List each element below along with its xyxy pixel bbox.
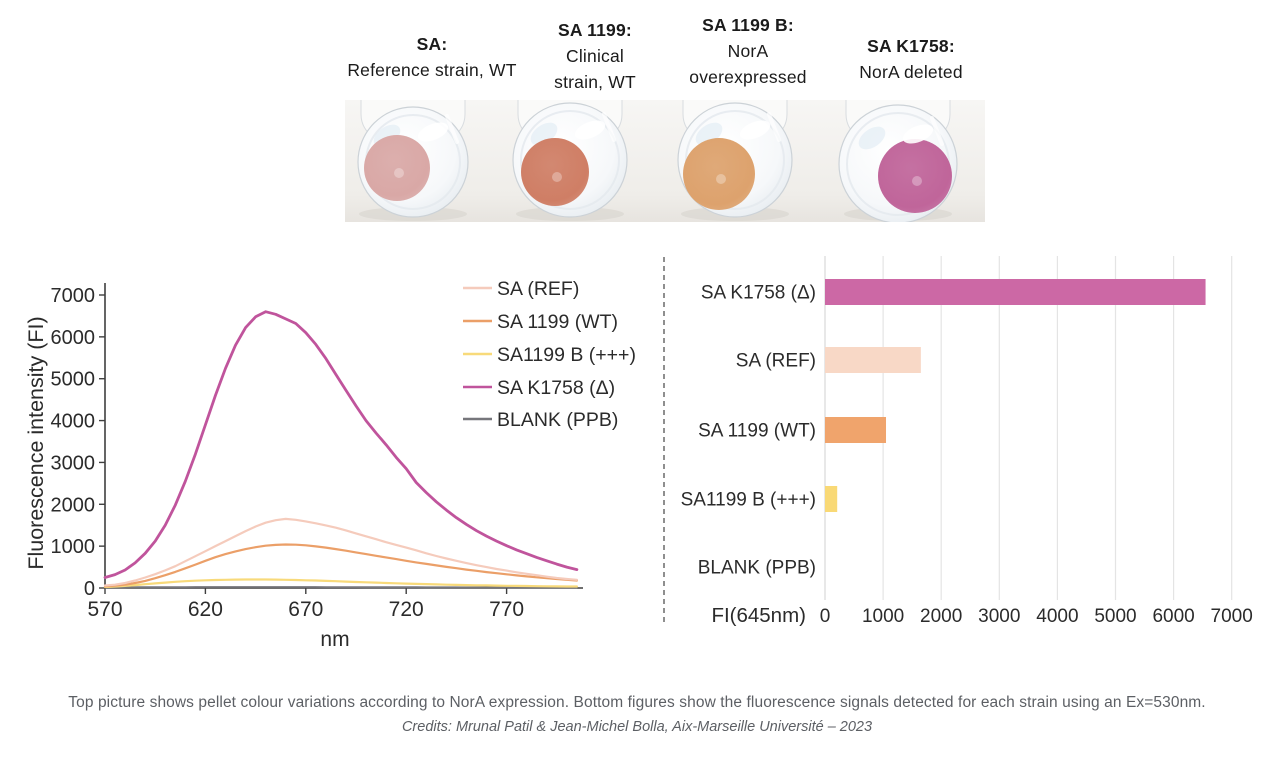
- strain-description: strain, WT: [554, 72, 636, 92]
- x-tick-label: 570: [87, 598, 122, 621]
- glass-highlight: [574, 120, 606, 140]
- x-tick-label: 0: [820, 606, 831, 627]
- x-tick-label: 670: [288, 598, 323, 621]
- bar-category-label: SA K1758 (Δ): [701, 283, 816, 304]
- caption-text: Top picture shows pellet colour variatio…: [68, 694, 1206, 711]
- glass-streak: [602, 112, 616, 142]
- tube-photo: [345, 100, 985, 222]
- glass-streak: [445, 114, 459, 144]
- x-tick-label: 620: [188, 598, 223, 621]
- glass-streak: [930, 116, 944, 146]
- legend-item: SA K1758 (Δ): [463, 377, 615, 399]
- bar: [825, 417, 887, 443]
- pellet: [364, 135, 430, 201]
- x-tick-label: 7000: [1211, 606, 1253, 627]
- x-tick-label: 4000: [1036, 606, 1078, 627]
- legend-label: SA1199 B (+++): [497, 344, 636, 366]
- series-line: [103, 517, 579, 587]
- y-tick-label: 2000: [51, 494, 96, 516]
- legend-item: BLANK (PPB): [463, 409, 618, 431]
- strain-description: NorA: [727, 41, 769, 61]
- pellet: [878, 139, 952, 213]
- bar-category-label: SA1199 B (+++): [681, 490, 816, 511]
- legend-item: SA (REF): [463, 278, 579, 300]
- x-tick-label: 5000: [1094, 606, 1136, 627]
- legend-label: SA 1199 (WT): [497, 311, 618, 333]
- strain-name: SA 1199:: [558, 20, 632, 40]
- section-divider: [663, 257, 665, 625]
- strain-label: SA 1199 B: NorA overexpressed: [689, 12, 806, 90]
- legend-label: BLANK (PPB): [497, 409, 618, 431]
- caption-credits: Credits: Mrunal Patil & Jean-Michel Boll…: [401, 719, 873, 735]
- y-tick-label: 4000: [51, 411, 96, 433]
- pellet-bubble: [552, 172, 562, 182]
- legend-item: SA1199 B (+++): [463, 344, 636, 366]
- legend-label: SA (REF): [497, 278, 579, 300]
- strain-description: NorA deleted: [859, 62, 963, 82]
- bar-chart: SA K1758 (Δ) SA (REF) SA 1199 (WT) SA1199 B…: [681, 256, 1253, 627]
- series-line: [104, 586, 578, 589]
- tube: [677, 100, 793, 221]
- series-line: [103, 310, 579, 579]
- y-tick-label: 7000: [51, 285, 96, 307]
- legend-item: SA 1199 (WT): [463, 311, 618, 333]
- strain-label: SA K1758: NorA deleted: [859, 33, 963, 85]
- pellet-bubble: [716, 174, 726, 184]
- bar-category-label: SA (REF): [736, 351, 816, 372]
- x-axis-title: nm: [320, 628, 349, 651]
- series-line: [103, 543, 579, 588]
- bar: [825, 279, 1206, 305]
- strain-description: Clinical: [565, 46, 625, 66]
- strain-name: SA K1758:: [867, 36, 955, 56]
- glass-highlight: [739, 120, 771, 140]
- x-tick-label: 1000: [862, 606, 904, 627]
- strain-description: overexpressed: [689, 67, 807, 87]
- x-tick-label: 6000: [1152, 606, 1194, 627]
- pellet-bubble: [394, 168, 404, 178]
- strain-labels: SA: Reference strain, WT SA 1199: Clinical s…: [0, 0, 1274, 100]
- x-tick-label: 720: [389, 598, 424, 621]
- strain-name: SA 1199 B:: [702, 15, 794, 35]
- glass-highlight: [902, 124, 934, 144]
- x-tick-label: 3000: [978, 606, 1020, 627]
- legend-label: SA K1758 (Δ): [497, 377, 615, 399]
- tube: [357, 100, 469, 221]
- strain-label: SA: Reference strain, WT: [347, 31, 516, 83]
- tube: [512, 100, 628, 221]
- x-tick-label: 770: [489, 598, 524, 621]
- glass-highlight: [417, 122, 449, 142]
- pellet: [683, 138, 755, 210]
- y-tick-label: 3000: [51, 452, 96, 474]
- y-tick-label: 1000: [51, 536, 96, 558]
- strain-name: SA:: [416, 34, 448, 54]
- strain-label: SA 1199: Clinical strain, WT: [554, 17, 636, 95]
- bar-category-label: SA 1199 (WT): [698, 421, 816, 442]
- glass-tint: [858, 126, 886, 150]
- tube: [838, 100, 958, 222]
- y-tick-label: 6000: [51, 327, 96, 349]
- y-tick-label: 0: [84, 578, 95, 600]
- bar: [825, 486, 838, 512]
- y-axis-title: Fluorescence intensity (FI): [24, 316, 48, 569]
- strain-description: Reference strain, WT: [347, 60, 517, 80]
- glass-streak: [767, 112, 781, 142]
- pellet-bubble: [912, 176, 922, 186]
- y-tick-label: 5000: [51, 369, 96, 391]
- bar: [825, 347, 921, 373]
- pellet: [521, 138, 589, 206]
- line-chart: 0 1000 2000 3000 4000 5000 6000 7000 570 620 670 72…: [24, 278, 636, 651]
- series-line: [103, 578, 579, 589]
- x-tick-label: 2000: [920, 606, 962, 627]
- caption: Top picture shows pellet colour variatio…: [0, 694, 1274, 735]
- x-axis-title: FI(645nm): [711, 604, 806, 627]
- glass-rim: [520, 110, 620, 210]
- bar-category-label: BLANK (PPB): [698, 558, 816, 579]
